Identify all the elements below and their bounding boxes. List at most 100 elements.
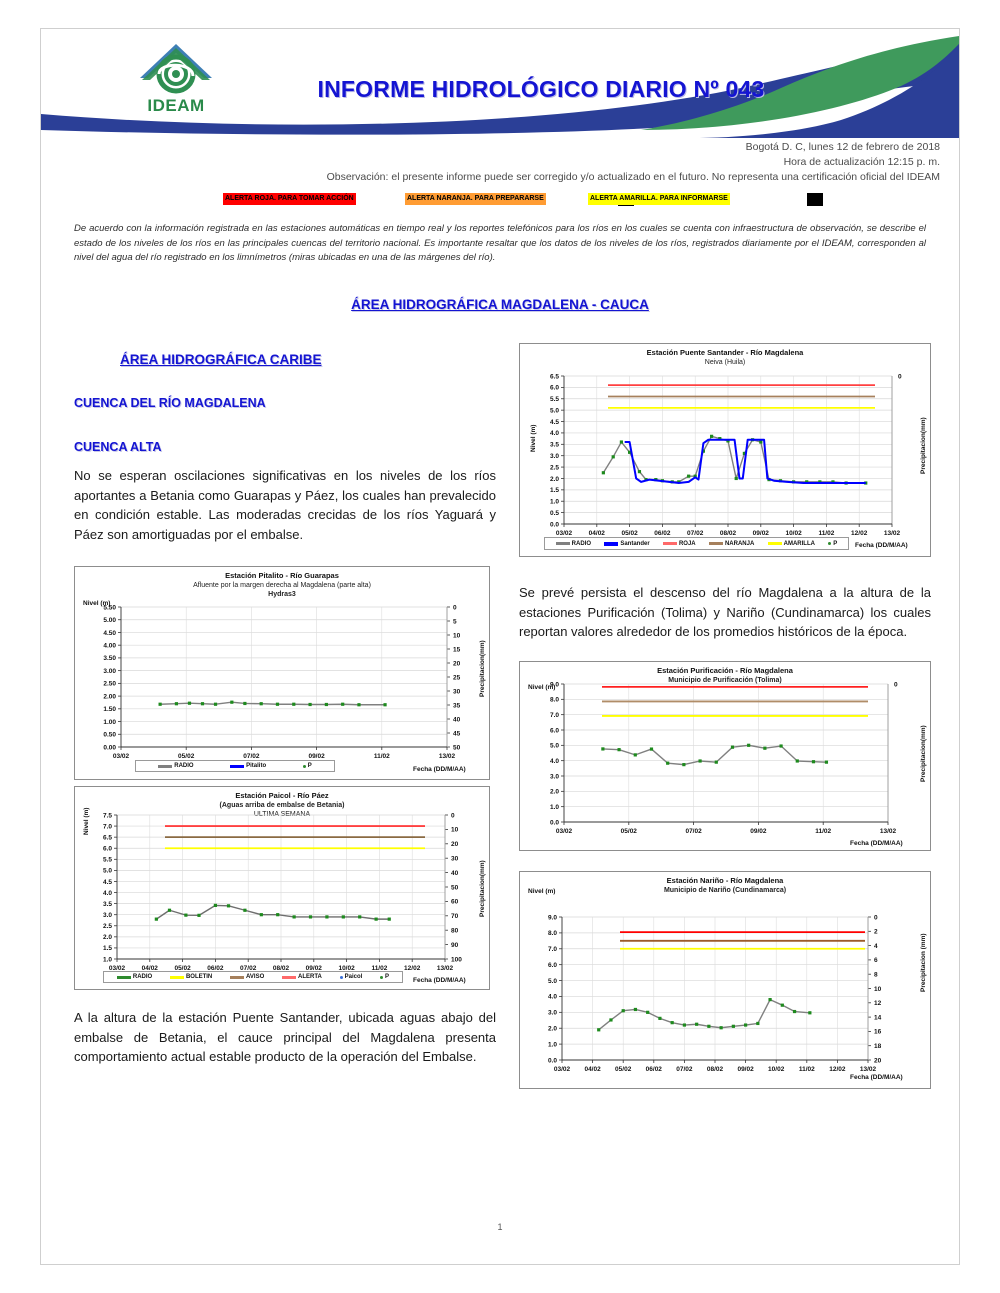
x-axis-label: Fecha (DD/M/AA) (413, 766, 466, 773)
svg-text:7.5: 7.5 (103, 812, 112, 819)
svg-text:1.0: 1.0 (103, 956, 112, 963)
legend-item-roja: ROJA (662, 541, 696, 547)
svg-text:6.0: 6.0 (103, 846, 112, 853)
svg-text:06/02: 06/02 (654, 530, 671, 537)
svg-text:2.5: 2.5 (550, 464, 559, 471)
svg-text:12/02: 12/02 (404, 965, 421, 972)
svg-text:1.0: 1.0 (550, 804, 559, 811)
y-axis-label: Nivel (m) (528, 684, 556, 691)
paragraph-puente-santander: A la altura de la estación Puente Santan… (74, 1010, 496, 1064)
svg-text:9.0: 9.0 (550, 681, 559, 688)
svg-text:13/02: 13/02 (884, 530, 901, 537)
svg-text:06/02: 06/02 (646, 1066, 663, 1073)
x-axis-label: Fecha (DD/M/AA) (850, 1074, 903, 1081)
svg-text:5.50: 5.50 (103, 604, 116, 611)
svg-text:0: 0 (894, 681, 898, 688)
chart-puente-santander: Estación Puente Santander - Río Magdalen… (519, 343, 931, 557)
svg-text:5: 5 (453, 618, 457, 625)
x-axis-label: Fecha (DD/M/AA) (855, 542, 908, 549)
svg-text:5.5: 5.5 (550, 396, 559, 403)
svg-text:20: 20 (453, 660, 461, 667)
svg-text:6.5: 6.5 (103, 834, 112, 841)
svg-text:07/02: 07/02 (687, 530, 704, 537)
svg-text:7.0: 7.0 (550, 712, 559, 719)
svg-text:05/02: 05/02 (174, 965, 191, 972)
legend-item-santander: Santander (604, 541, 650, 547)
svg-text:1.0: 1.0 (550, 499, 559, 506)
svg-text:4.5: 4.5 (103, 879, 112, 886)
svg-text:15: 15 (453, 646, 461, 653)
svg-text:4.0: 4.0 (103, 890, 112, 897)
svg-text:8.0: 8.0 (550, 697, 559, 704)
svg-text:2.0: 2.0 (550, 476, 559, 483)
svg-text:07/02: 07/02 (676, 1066, 693, 1073)
svg-text:13/02: 13/02 (860, 1066, 877, 1073)
svg-text:04/02: 04/02 (584, 1066, 601, 1073)
chart-pitalito: Estación Pitalito - Río Guarapas Afluent… (74, 566, 490, 780)
svg-text:11/02: 11/02 (374, 753, 390, 760)
chart-title: Estación Puente Santander - Río Magdalen… (646, 348, 804, 357)
svg-text:3.0: 3.0 (550, 773, 559, 780)
svg-text:3.0: 3.0 (550, 453, 559, 460)
svg-text:07/02: 07/02 (685, 828, 702, 835)
y-axis-label: Nivel (m) (83, 600, 111, 607)
legend-item-paicol: Paicol (339, 974, 362, 980)
svg-text:2: 2 (874, 929, 878, 936)
page-number: 1 (497, 1222, 503, 1232)
chart-subtitle: Afluente por la margen derecha al Magdal… (193, 581, 371, 589)
svg-text:10/02: 10/02 (768, 1066, 785, 1073)
paragraph-purificacion-narino: Se prevé persista el descenso del río Ma… (519, 585, 931, 639)
svg-text:5.5: 5.5 (103, 857, 112, 864)
svg-text:3.00: 3.00 (103, 668, 116, 675)
svg-text:09/02: 09/02 (737, 1066, 754, 1073)
chart-plot-area: 0.0 0.5 1.0 1.5 2.0 2.5 3.0 3.5 4.0 4.5 5.0 5.5 6.0 6… (550, 373, 902, 537)
chart-plot-area: 0.0 1.0 2.0 3.0 4.0 5.0 6.0 7.0 8.0 9.0 0 03/02 05/0… (550, 681, 898, 835)
chart-title: Estación Paicol - Río Páez (235, 791, 329, 800)
svg-text:09/02: 09/02 (306, 965, 323, 972)
svg-text:10: 10 (874, 986, 882, 993)
svg-text:35: 35 (453, 702, 461, 709)
legend-item-radio: RADIO (555, 541, 591, 547)
svg-text:03/02: 03/02 (556, 530, 573, 537)
chart-paicol: Estación Paicol - Río Páez (Aguas arriba… (74, 786, 490, 990)
svg-text:70: 70 (451, 913, 459, 920)
svg-text:5.0: 5.0 (548, 978, 557, 985)
svg-text:4.0: 4.0 (550, 430, 559, 437)
svg-text:4.0: 4.0 (548, 994, 557, 1001)
svg-text:05/02: 05/02 (621, 828, 638, 835)
svg-text:7.0: 7.0 (548, 946, 557, 953)
svg-text:10: 10 (453, 632, 461, 639)
svg-text:2.0: 2.0 (550, 789, 559, 796)
svg-text:11/02: 11/02 (371, 965, 387, 972)
svg-text:0.50: 0.50 (103, 732, 116, 739)
report-date: Bogotá D. C, lunes 12 de febrero de 2018 (745, 141, 940, 153)
svg-text:05/02: 05/02 (615, 1066, 632, 1073)
svg-text:45: 45 (453, 730, 461, 737)
svg-text:0.5: 0.5 (550, 510, 559, 517)
x-axis-label: Fecha (DD/M/AA) (413, 977, 466, 984)
chart-subtitle: Neiva (Huila) (704, 358, 746, 366)
svg-text:3.50: 3.50 (103, 655, 116, 662)
svg-text:1.5: 1.5 (103, 945, 112, 952)
svg-text:7.0: 7.0 (103, 823, 112, 830)
svg-text:05/02: 05/02 (178, 753, 195, 760)
svg-text:12/02: 12/02 (851, 530, 868, 537)
alert-blackbox-amarilla (807, 193, 823, 206)
header-meta: Bogotá D. C, lunes 12 de febrero de 2018… (60, 140, 940, 185)
legend-item-naranja: NARANJA (708, 541, 754, 547)
heading-area-caribe: ÁREA HIDROGRÁFICA CARIBE (120, 352, 322, 367)
page-title: INFORME HIDROLÓGICO DIARIO Nº 043 (317, 76, 765, 102)
legend-item-p: P (828, 541, 837, 547)
svg-text:3.0: 3.0 (548, 1010, 557, 1017)
svg-text:4: 4 (874, 943, 878, 950)
legend-item-alerta: ALERTA (281, 974, 322, 980)
svg-text:50: 50 (453, 744, 461, 751)
heading-cuenca-magdalena: CUENCA DEL RÍO MAGDALENA (74, 396, 266, 410)
svg-text:05/02: 05/02 (621, 530, 638, 537)
ideam-logo-text: IDEAM (147, 96, 205, 115)
svg-text:4.5: 4.5 (550, 419, 559, 426)
alert-badge-naranja: ALERTA NARANJA. PARA PREPARARSE (405, 193, 546, 205)
alert-badge-amarilla: ALERTA AMARILLA. PARA INFORMARSE (588, 193, 730, 205)
svg-text:13/02: 13/02 (437, 965, 454, 972)
chart-subtitle: (Aguas arriba de embalse de Betania) (219, 801, 345, 809)
